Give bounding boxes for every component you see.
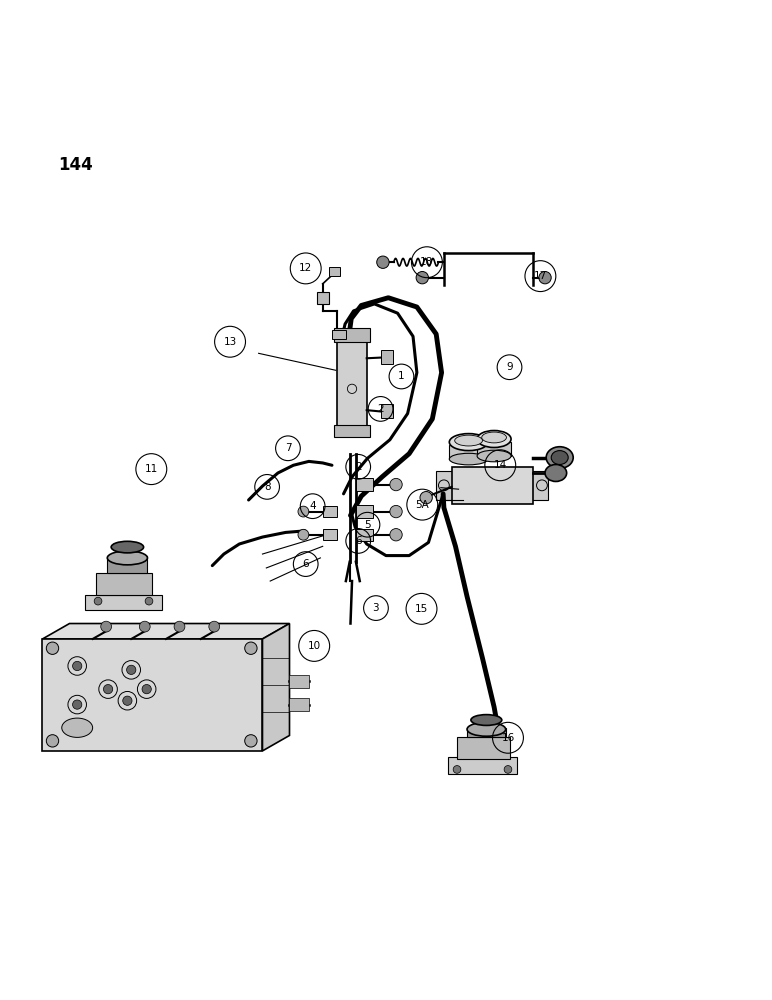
Circle shape: [420, 492, 432, 504]
Circle shape: [123, 696, 132, 705]
Circle shape: [377, 256, 389, 268]
Bar: [334, 328, 370, 342]
Ellipse shape: [477, 431, 511, 448]
Ellipse shape: [545, 464, 567, 481]
Text: 5A: 5A: [415, 500, 429, 510]
Circle shape: [100, 621, 111, 632]
Ellipse shape: [449, 434, 488, 451]
Text: 6: 6: [355, 536, 361, 546]
Ellipse shape: [482, 432, 506, 443]
Text: 9: 9: [506, 362, 513, 372]
Circle shape: [298, 529, 309, 540]
Circle shape: [46, 642, 59, 654]
Text: 10: 10: [307, 641, 321, 651]
Text: 15: 15: [415, 604, 428, 614]
Text: 2: 2: [378, 404, 384, 414]
Bar: [323, 506, 337, 517]
Text: 8: 8: [264, 482, 270, 492]
Ellipse shape: [471, 715, 502, 725]
Circle shape: [103, 685, 113, 694]
Text: 144: 144: [58, 156, 93, 174]
Circle shape: [298, 506, 309, 517]
Circle shape: [145, 597, 153, 605]
Circle shape: [142, 685, 151, 694]
Text: 11: 11: [144, 464, 158, 474]
Text: 17: 17: [533, 271, 547, 281]
Bar: [332, 330, 346, 339]
Circle shape: [539, 271, 551, 284]
Bar: [436, 471, 453, 500]
Text: 2: 2: [355, 462, 361, 472]
Text: 5: 5: [364, 520, 371, 530]
Bar: [329, 267, 340, 276]
Text: 18: 18: [420, 257, 434, 267]
Bar: [452, 467, 533, 504]
Bar: [356, 529, 373, 541]
Circle shape: [208, 621, 219, 632]
Bar: [467, 728, 506, 737]
Bar: [356, 505, 373, 518]
Bar: [317, 292, 329, 304]
Circle shape: [94, 597, 102, 605]
Text: 7: 7: [285, 443, 291, 453]
Bar: [337, 338, 367, 431]
Bar: [531, 471, 548, 500]
Circle shape: [390, 505, 402, 518]
Ellipse shape: [62, 718, 93, 737]
Ellipse shape: [455, 435, 482, 446]
Circle shape: [453, 766, 461, 773]
Bar: [107, 556, 147, 573]
Ellipse shape: [477, 450, 511, 462]
Ellipse shape: [546, 447, 573, 468]
Bar: [290, 698, 309, 711]
Text: 13: 13: [223, 337, 237, 347]
Bar: [381, 350, 393, 364]
Circle shape: [174, 621, 185, 632]
Bar: [381, 404, 393, 418]
Bar: [334, 425, 370, 437]
Circle shape: [390, 529, 402, 541]
Ellipse shape: [107, 551, 147, 565]
Text: 16: 16: [501, 733, 515, 743]
Circle shape: [416, 271, 428, 284]
Circle shape: [46, 735, 59, 747]
Bar: [323, 529, 337, 540]
Circle shape: [73, 661, 82, 671]
Text: 12: 12: [299, 263, 313, 273]
Bar: [290, 675, 309, 688]
Circle shape: [245, 642, 257, 654]
Circle shape: [127, 665, 136, 674]
Circle shape: [73, 700, 82, 709]
Polygon shape: [42, 624, 290, 639]
Ellipse shape: [467, 722, 506, 736]
Circle shape: [139, 621, 150, 632]
Text: 1: 1: [398, 371, 405, 381]
Circle shape: [390, 478, 402, 491]
Ellipse shape: [449, 453, 488, 465]
Bar: [85, 595, 162, 610]
Text: 3: 3: [373, 603, 379, 613]
Bar: [457, 737, 510, 759]
Ellipse shape: [111, 541, 144, 553]
Circle shape: [504, 766, 512, 773]
Text: 14: 14: [493, 460, 507, 470]
Bar: [356, 478, 373, 491]
Bar: [448, 757, 517, 774]
Text: 4: 4: [310, 501, 316, 511]
Bar: [42, 639, 262, 751]
Bar: [477, 442, 511, 456]
Polygon shape: [262, 624, 290, 751]
Ellipse shape: [551, 451, 568, 464]
Text: 6: 6: [303, 559, 309, 569]
Bar: [449, 445, 488, 459]
Bar: [96, 573, 152, 595]
Circle shape: [245, 735, 257, 747]
